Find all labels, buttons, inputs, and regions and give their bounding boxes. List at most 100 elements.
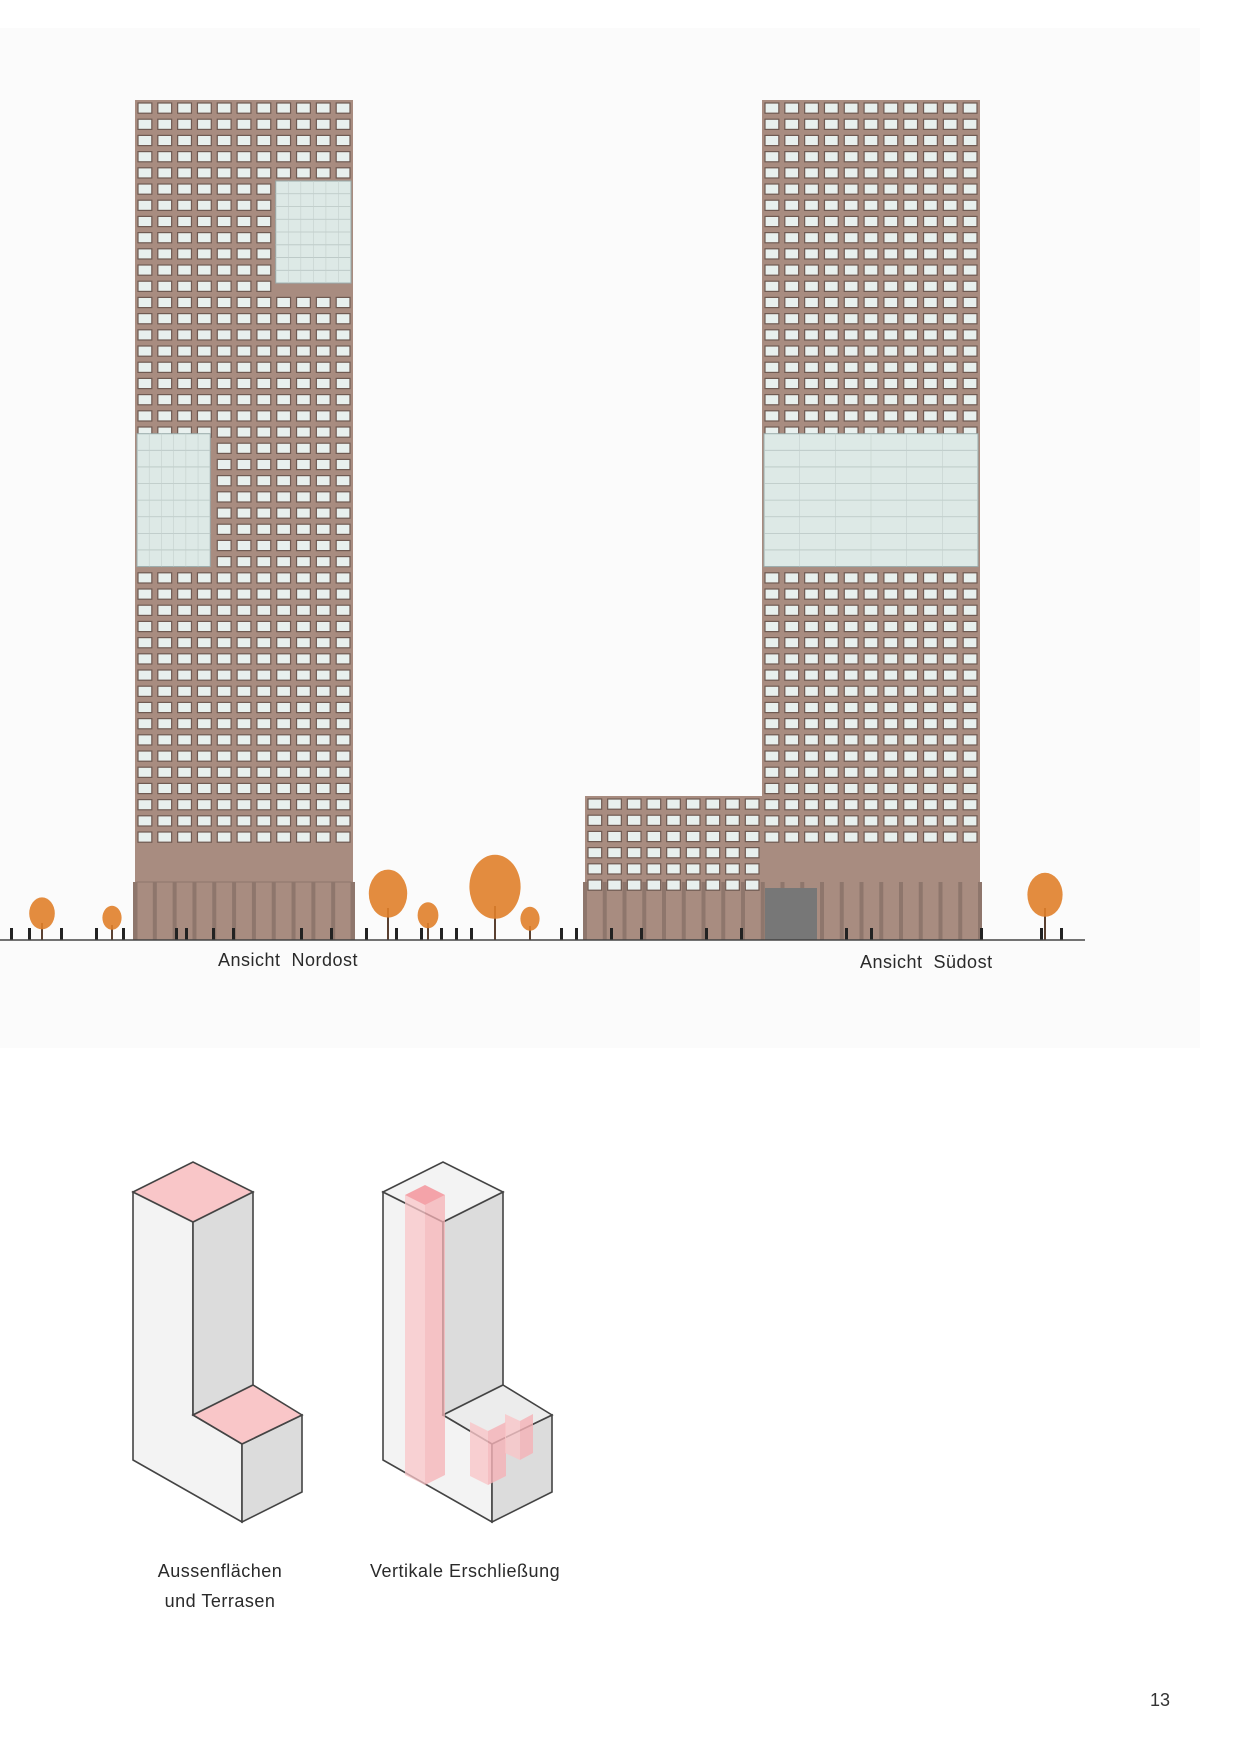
facade-window [843,798,859,811]
facade-window [922,604,938,617]
facade-window [196,248,212,260]
facade-window [942,296,958,309]
facade-window [843,620,859,633]
facade-window [196,620,212,633]
facade-window [962,782,978,795]
facade-window [177,118,193,130]
facade-window [843,280,859,292]
facade-window [883,798,899,811]
facade-window [137,604,153,617]
facade-window [863,199,879,211]
facade-window [823,410,839,422]
facade-window [863,264,879,276]
facade-window [863,313,879,325]
facade-window [764,264,780,276]
facade-window [744,814,760,827]
facade-window [804,782,820,795]
facade-window [863,377,879,390]
facade-window [883,345,899,357]
facade-window [335,653,351,665]
facade-window [823,798,839,811]
facade-window [883,361,899,374]
facade-window [922,215,938,228]
ground-column [899,882,903,940]
person-silhouette [232,928,235,940]
facade-window [315,345,331,357]
facade-window [922,685,938,698]
facade-window [256,750,272,762]
tower-southeast-elevation [583,100,982,940]
facade-window [177,248,193,260]
facade-window [705,798,721,810]
facade-window [804,248,820,260]
facade-window [196,831,212,843]
facade-window [295,345,311,357]
person-silhouette [1060,928,1063,940]
facade-window [804,572,820,584]
facade-window [137,296,153,309]
facade-window [705,879,721,891]
facade-window [196,734,212,746]
facade-window [823,572,839,584]
facade-window [256,458,272,471]
facade-window [863,815,879,827]
facade-window [922,701,938,714]
facade-window [764,248,780,260]
facade-window [196,264,212,276]
facade-window [883,394,899,406]
facade-window [922,361,938,374]
facade-window [196,280,212,292]
facade-window [315,394,331,406]
facade-window [804,750,820,762]
tree-crown [1027,872,1063,917]
facade-window [137,620,153,633]
facade-window [196,199,212,211]
ground-column [251,882,256,940]
facade-window [607,814,622,827]
facade-window [137,782,153,795]
facade-window [942,118,958,130]
facade-window [685,814,701,827]
facade-window [256,150,272,163]
facade-window [137,248,153,260]
facade-window [725,846,740,859]
facade-window [335,458,351,471]
facade-window [942,199,958,211]
facade-window [177,831,193,843]
facade-window [804,329,820,341]
facade-window [236,183,252,195]
facade-window [157,134,173,147]
facade-window [764,167,780,179]
caption-vertical-circulation: Vertikale Erschließung [370,1561,561,1581]
facade-window [196,685,212,698]
facade-window [764,313,780,325]
facade-window [256,653,272,665]
facade-window [942,102,958,114]
facade-window [922,345,938,357]
facade-window [942,329,958,341]
facade-window [804,815,820,827]
facade-window [784,588,800,600]
facade-window [823,345,839,357]
facade-window [256,782,272,795]
facade-window [216,750,232,762]
facade-window [666,798,681,810]
facade-window [276,750,292,762]
facade-window [137,264,153,276]
facade-window [315,717,331,730]
facade-window [196,750,212,762]
facade-window [962,167,978,179]
facade-window [843,329,859,341]
facade-window [764,636,780,649]
facade-window [903,572,919,584]
facade-window [922,734,938,746]
facade-window [843,782,859,795]
facade-window [177,361,193,374]
facade-window [883,329,899,341]
facade-window [177,280,193,292]
facade-window [942,620,958,633]
facade-window [236,134,252,147]
facade-window [315,442,331,455]
facade-window [177,798,193,811]
facade-window [295,782,311,795]
